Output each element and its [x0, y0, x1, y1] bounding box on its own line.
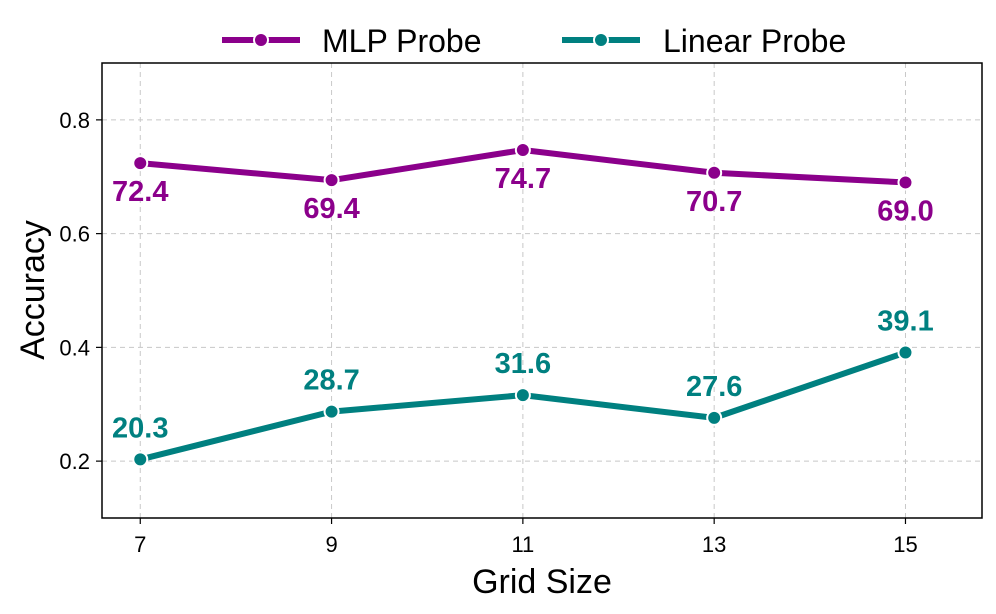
series-lines — [132, 142, 914, 468]
x-tick-label: 9 — [325, 532, 337, 557]
plot-frame — [101, 62, 983, 519]
x-tick-label: 13 — [702, 532, 726, 557]
mlp-probe-legend-label: MLP Probe — [322, 23, 482, 59]
y-tick-label: 0.6 — [59, 222, 90, 247]
linear-probe-point — [514, 387, 531, 404]
x-tick-label: 11 — [511, 532, 534, 557]
linear-probe-legend-label: Linear Probe — [663, 23, 846, 59]
mlp-probe-point — [323, 172, 340, 189]
y-tick-label: 0.8 — [59, 108, 90, 133]
mlp-probe-data-label: 69.0 — [877, 195, 933, 227]
mlp-probe-legend-marker — [253, 32, 269, 48]
mlp-probe-data-label: 69.4 — [303, 193, 359, 225]
mlp-probe-data-label: 70.7 — [686, 186, 742, 218]
y-tick-label: 0.2 — [59, 449, 90, 474]
mlp-probe-point — [514, 142, 531, 159]
linear-probe-data-label: 28.7 — [303, 365, 359, 397]
x-axis-ticks: 7 9 11 13 15 — [134, 518, 918, 557]
grid-lines — [102, 63, 982, 518]
linear-probe-point — [706, 409, 723, 426]
linear-probe-data-label: 27.6 — [686, 371, 742, 403]
y-axis-title: Accuracy — [14, 220, 52, 360]
linear-probe-data-label: 31.6 — [495, 348, 551, 380]
mlp-probe-point — [897, 174, 914, 191]
x-axis-title: Grid Size — [472, 563, 612, 601]
linear-probe-point — [132, 451, 149, 468]
mlp-probe-point — [706, 164, 723, 181]
mlp-probe-point — [132, 155, 149, 172]
data-labels: 72.4 69.4 74.7 70.7 69.0 20.3 28.7 31.6 27.6 39.1 — [112, 163, 934, 444]
linear-probe-point — [897, 344, 914, 361]
legend: MLP Probe Linear Probe — [222, 23, 846, 59]
linear-probe-legend-marker — [593, 32, 609, 48]
y-tick-label: 0.4 — [59, 335, 90, 360]
mlp-probe-data-label: 72.4 — [112, 176, 168, 208]
linear-probe-point — [323, 403, 340, 420]
mlp-probe-data-label: 74.7 — [495, 163, 551, 195]
linear-probe-data-label: 39.1 — [877, 305, 933, 337]
x-tick-label: 7 — [134, 532, 146, 557]
x-tick-label: 15 — [893, 532, 917, 557]
linear-probe-data-label: 20.3 — [112, 412, 168, 444]
y-axis-ticks: 0.2 0.4 0.6 0.8 — [59, 108, 102, 474]
